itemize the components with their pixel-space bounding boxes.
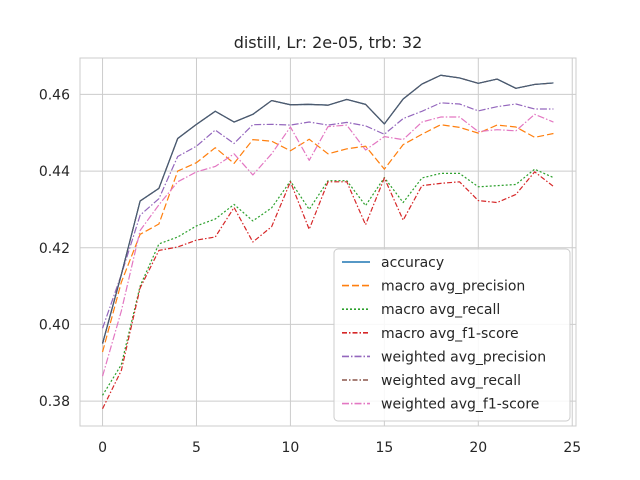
- grid: [80, 58, 576, 426]
- y-tick-label: 0.46: [39, 87, 70, 103]
- series-line-weighted-avg-f1-score: [101, 113, 554, 377]
- series-line-macro-avg-recall: [102, 168, 554, 396]
- plot-frame: [79, 57, 577, 427]
- series-line-macro-avg-f1-score: [102, 171, 554, 410]
- y-tick-label: 0.42: [39, 241, 70, 257]
- chart-title: distill, Lr: 2e-05, trb: 32: [234, 33, 423, 52]
- series-layer: [101, 74, 554, 410]
- legend-label: weighted avg_recall: [381, 373, 521, 389]
- x-axis-ticks: 0 5 10 15 20 25: [98, 440, 581, 456]
- x-tick-label: 0: [98, 440, 107, 456]
- x-tick-label: 25: [563, 440, 581, 456]
- series-line-weighted-avg-precision: [101, 102, 554, 329]
- y-tick-label: 0.38: [39, 394, 70, 410]
- x-tick-label: 15: [375, 440, 393, 456]
- y-axis-ticks: 0.38 0.40 0.42 0.44 0.46: [39, 87, 70, 410]
- series-line-macro-avg-precision: [101, 124, 554, 353]
- legend-label: macro avg_recall: [381, 302, 500, 318]
- legend-label: macro avg_f1-score: [381, 326, 519, 342]
- y-tick-label: 0.44: [39, 164, 70, 180]
- legend-label: weighted avg_precision: [381, 349, 546, 365]
- legend-label: accuracy: [381, 255, 444, 271]
- x-tick-label: 10: [282, 440, 300, 456]
- x-tick-label: 20: [469, 440, 487, 456]
- legend-label: weighted avg_f1-score: [381, 397, 539, 413]
- series-line-overlap: [101, 74, 554, 344]
- y-tick-label: 0.40: [39, 317, 70, 333]
- x-tick-label: 5: [192, 440, 201, 456]
- legend-label: macro avg_precision: [381, 279, 525, 295]
- legend-box: [333, 248, 571, 422]
